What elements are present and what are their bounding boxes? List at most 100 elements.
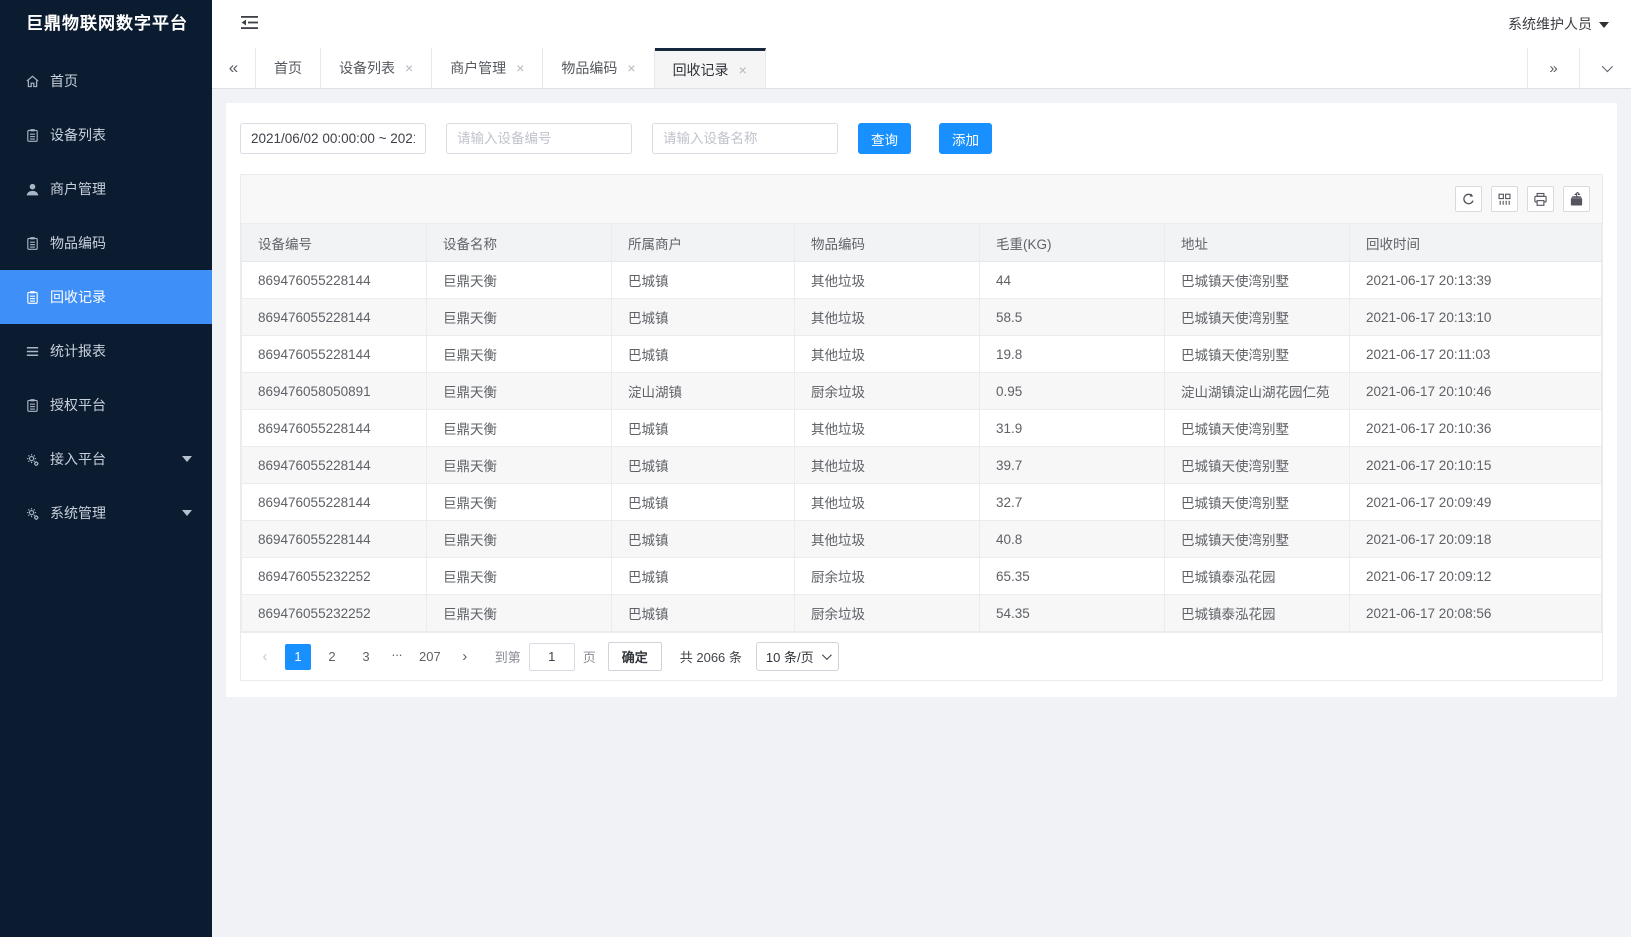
sidebar-item-stats-report[interactable]: 统计报表	[0, 324, 212, 378]
sidebar-item-item-code[interactable]: 物品编码	[0, 216, 212, 270]
table-cell: 其他垃圾	[794, 520, 980, 558]
columns-icon	[1497, 192, 1512, 207]
tab-label: 物品编码	[561, 60, 618, 76]
page-ellipsis: ...	[391, 643, 403, 659]
sidebar-item-merchant-mgmt[interactable]: 商户管理	[0, 162, 212, 216]
close-icon[interactable]: ×	[627, 60, 636, 76]
table-cell: 2021-06-17 20:11:03	[1349, 335, 1602, 373]
table-cell: 巴城镇	[611, 483, 795, 521]
column-header: 毛重(KG)	[979, 223, 1165, 262]
table-cell: 2021-06-17 20:10:36	[1349, 409, 1602, 447]
table-cell: 巴城镇天使湾别墅	[1164, 409, 1350, 447]
page-number-2[interactable]: 2	[328, 648, 336, 664]
table-cell: 巴城镇	[611, 298, 795, 336]
app-title: 巨鼎物联网数字平台	[26, 14, 188, 33]
table-cell: 2021-06-17 20:08:56	[1349, 594, 1602, 632]
tab-label: 回收记录	[672, 61, 729, 78]
tabs-scroll-left-button[interactable]: «	[212, 48, 256, 88]
next-page-button[interactable]: ›	[462, 647, 468, 665]
records-grid: 设备编号 设备名称 所属商户 物品编码 毛重(KG) 地址 回收时间 86947605522…	[240, 174, 1603, 681]
caret-down-icon	[182, 456, 192, 462]
collapse-sidebar-button[interactable]	[240, 15, 259, 33]
table-cell: 巴城镇天使湾别墅	[1164, 335, 1350, 373]
collapse-sidebar-icon	[240, 15, 259, 33]
table-cell: 其他垃圾	[794, 298, 980, 336]
table-cell: 其他垃圾	[794, 483, 980, 521]
table-cell: 巨鼎天衡	[426, 520, 612, 558]
chevron-down-icon	[821, 650, 832, 661]
tab-recycle-records[interactable]: 回收记录 ×	[654, 48, 766, 88]
table-header-row: 设备编号 设备名称 所属商户 物品编码 毛重(KG) 地址 回收时间	[241, 223, 1602, 262]
column-header: 设备编号	[241, 223, 427, 262]
tab-list: 首页 设备列表 × 商户管理 × 物品编码 × 回收记录 ×	[256, 48, 766, 88]
table-cell: 44	[979, 261, 1165, 299]
date-range-input[interactable]	[240, 123, 426, 154]
columns-button[interactable]	[1491, 186, 1518, 212]
sidebar-item-access-platform[interactable]: 接入平台	[0, 432, 212, 486]
column-header: 地址	[1164, 223, 1350, 262]
export-button[interactable]	[1563, 186, 1590, 212]
table-cell: 19.8	[979, 335, 1165, 373]
prev-page-button[interactable]: ‹	[262, 647, 268, 665]
table-cell: 巨鼎天衡	[426, 298, 612, 336]
page-number-3[interactable]: 3	[362, 648, 370, 664]
add-button[interactable]: 添加	[939, 123, 992, 154]
table-cell: 巴城镇天使湾别墅	[1164, 261, 1350, 299]
tabs-menu-button[interactable]	[1579, 48, 1631, 88]
table-row: 869476055232252 巨鼎天衡 巴城镇 厨余垃圾 54.35 巴城镇泰泓花园 20…	[241, 594, 1602, 632]
close-icon[interactable]: ×	[738, 61, 747, 78]
tab-label: 首页	[274, 60, 302, 76]
table-row: 869476058050891 巨鼎天衡 淀山湖镇 厨余垃圾 0.95 淀山湖镇淀山湖花园…	[241, 372, 1602, 410]
table-cell: 869476058050891	[241, 372, 427, 410]
sidebar-item-label: 回收记录	[50, 289, 106, 305]
user-menu[interactable]: 系统维护人员	[1508, 14, 1609, 34]
sidebar-item-auth-platform[interactable]: 授权平台	[0, 378, 212, 432]
sidebar-item-recycle-records[interactable]: 回收记录	[0, 270, 212, 324]
table-row: 869476055228144 巨鼎天衡 巴城镇 其他垃圾 31.9 巴城镇天使湾别墅 20…	[241, 409, 1602, 447]
goto-page-label: 到第	[494, 650, 521, 665]
close-icon[interactable]: ×	[516, 60, 525, 76]
goto-page-input[interactable]	[528, 642, 575, 671]
refresh-icon	[1461, 192, 1476, 207]
table-cell: 巴城镇	[611, 557, 795, 595]
tab-label: 商户管理	[450, 60, 507, 76]
page-size-select[interactable]: 10 条/页	[755, 642, 839, 671]
tabbar: « 首页 设备列表 × 商户管理 × 物品编码 × 回收记录 × »	[212, 48, 1631, 89]
table-row: 869476055228144 巨鼎天衡 巴城镇 其他垃圾 44 巴城镇天使湾别墅 2021…	[241, 261, 1602, 299]
query-button[interactable]: 查询	[858, 123, 911, 154]
table-cell: 869476055228144	[241, 520, 427, 558]
clipboard-icon	[24, 397, 40, 413]
tab-merchant-mgmt[interactable]: 商户管理 ×	[432, 48, 544, 88]
tab-device-list[interactable]: 设备列表 ×	[321, 48, 433, 88]
sidebar-item-home[interactable]: 首页	[0, 54, 212, 108]
page-unit-label: 页	[582, 650, 596, 665]
tab-home[interactable]: 首页	[256, 48, 321, 88]
table-cell: 巴城镇天使湾别墅	[1164, 446, 1350, 484]
device-number-input[interactable]	[446, 123, 632, 154]
sidebar-item-device-list[interactable]: 设备列表	[0, 108, 212, 162]
page-number-207[interactable]: 207	[419, 648, 441, 664]
sidebar-item-label: 首页	[50, 73, 78, 89]
table-cell: 869476055232252	[241, 557, 427, 595]
tab-item-code[interactable]: 物品编码 ×	[543, 48, 655, 88]
sidebar-item-system-mgmt[interactable]: 系统管理	[0, 486, 212, 540]
print-button[interactable]	[1527, 186, 1554, 212]
sidebar-item-label: 物品编码	[50, 235, 106, 251]
goto-confirm-button[interactable]: 确定	[607, 642, 662, 671]
column-header: 回收时间	[1349, 223, 1602, 262]
table-cell: 巴城镇泰泓花园	[1164, 557, 1350, 595]
page-number-1[interactable]: 1	[285, 643, 311, 670]
tabs-scroll-right-button[interactable]: »	[1527, 48, 1579, 88]
close-icon[interactable]: ×	[405, 60, 414, 76]
device-name-input[interactable]	[652, 123, 838, 154]
table-cell: 869476055228144	[241, 298, 427, 336]
table-cell: 巴城镇	[611, 261, 795, 299]
refresh-button[interactable]	[1455, 186, 1482, 212]
clipboard-icon	[24, 127, 40, 143]
table-cell: 厨余垃圾	[794, 372, 980, 410]
clipboard-icon	[24, 289, 40, 305]
tab-label: 设备列表	[339, 60, 395, 76]
table-cell: 39.7	[979, 446, 1165, 484]
topbar: 系统维护人员	[212, 0, 1631, 48]
